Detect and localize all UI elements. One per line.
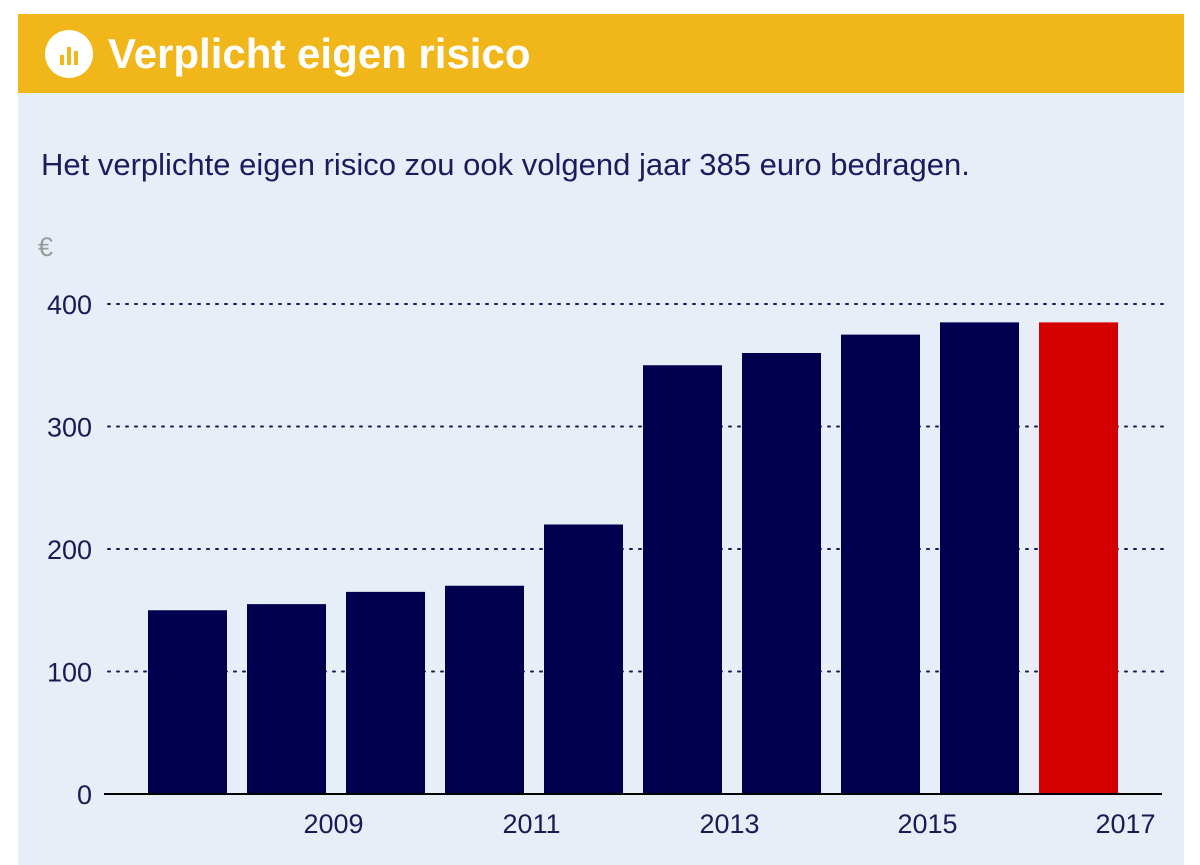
chart-subtitle: Het verplichte eigen risico zou ook volg… xyxy=(41,147,970,182)
x-tick-label: 2013 xyxy=(699,809,759,839)
bar-highlight xyxy=(1039,322,1118,794)
y-unit-label: € xyxy=(38,232,53,262)
bar xyxy=(742,353,821,794)
bar xyxy=(544,524,623,794)
bar xyxy=(346,591,425,794)
bar xyxy=(841,334,920,794)
y-tick-label: 200 xyxy=(47,535,92,565)
y-tick-label: 100 xyxy=(47,658,92,688)
bar xyxy=(247,604,326,794)
y-tick-label: 300 xyxy=(47,413,92,443)
y-tick-label: 400 xyxy=(47,290,92,320)
chart-title: Verplicht eigen risico xyxy=(108,30,531,77)
x-tick-label: 2017 xyxy=(1095,809,1155,839)
x-tick-label: 2009 xyxy=(303,809,363,839)
x-tick-label: 2015 xyxy=(897,809,957,839)
bar xyxy=(445,585,524,794)
bar-chart-icon xyxy=(45,30,93,78)
y-tick-label: 0 xyxy=(77,780,92,810)
header-bar: Verplicht eigen risico xyxy=(18,14,1184,93)
x-tick-label: 2011 xyxy=(502,809,560,839)
bar xyxy=(940,322,1019,794)
bar xyxy=(643,365,722,794)
bar xyxy=(148,610,227,794)
